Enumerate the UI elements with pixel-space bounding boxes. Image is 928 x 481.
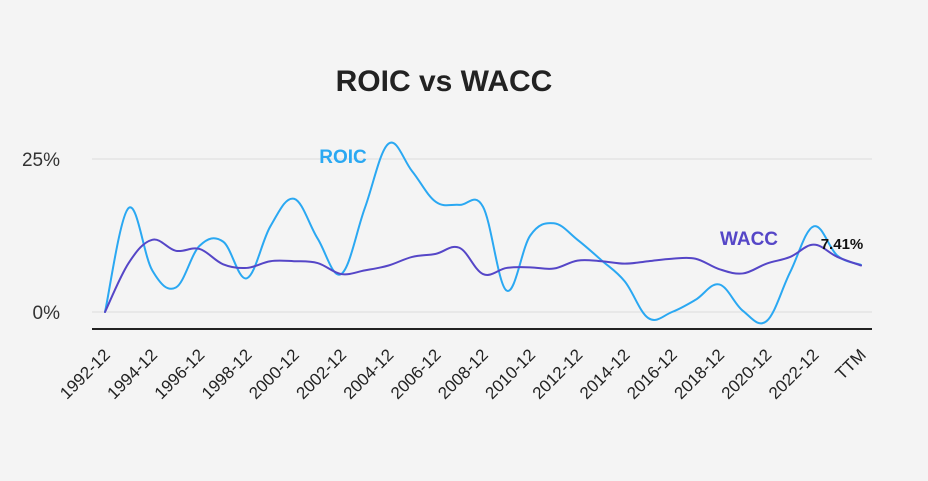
x-tick-label: 1998-12 <box>198 345 256 403</box>
end-value-label: 7.41% <box>821 236 864 253</box>
x-tick-label: 2014-12 <box>576 345 634 403</box>
x-tick-label: 2018-12 <box>671 345 729 403</box>
chart-title: ROIC vs WACC <box>336 65 553 98</box>
x-tick-label: 2006-12 <box>387 345 445 403</box>
x-tick-label: 2008-12 <box>434 345 492 403</box>
x-tick-label: 2004-12 <box>340 345 398 403</box>
label-layer: ROIC WACC 7.41% <box>319 147 863 253</box>
roic-line <box>104 141 862 325</box>
x-tick-label: 2012-12 <box>529 345 587 403</box>
y-tick-label: 0% <box>33 303 61 324</box>
x-tick-label: 2010-12 <box>482 345 540 403</box>
x-tick-label: 2020-12 <box>718 345 776 403</box>
x-tick-label: TTM <box>832 345 870 383</box>
wacc-line <box>104 238 862 313</box>
grid-layer: 25% 0% 1992-121994-121996-121998-122000-12… <box>22 150 872 403</box>
x-tick-label: 1996-12 <box>151 345 209 403</box>
x-tick-label: 1994-12 <box>104 345 162 403</box>
x-tick-label: 2002-12 <box>293 345 351 403</box>
x-tick-label: 2016-12 <box>623 345 681 403</box>
x-tick-label: 2022-12 <box>765 345 823 403</box>
x-tick-label: 2000-12 <box>245 345 303 403</box>
x-tick-label: 1992-12 <box>56 345 114 403</box>
y-tick-label: 25% <box>22 150 60 171</box>
wacc-series-label: WACC <box>720 229 778 250</box>
roic-series-label: ROIC <box>319 147 367 168</box>
line-layer <box>104 141 862 325</box>
